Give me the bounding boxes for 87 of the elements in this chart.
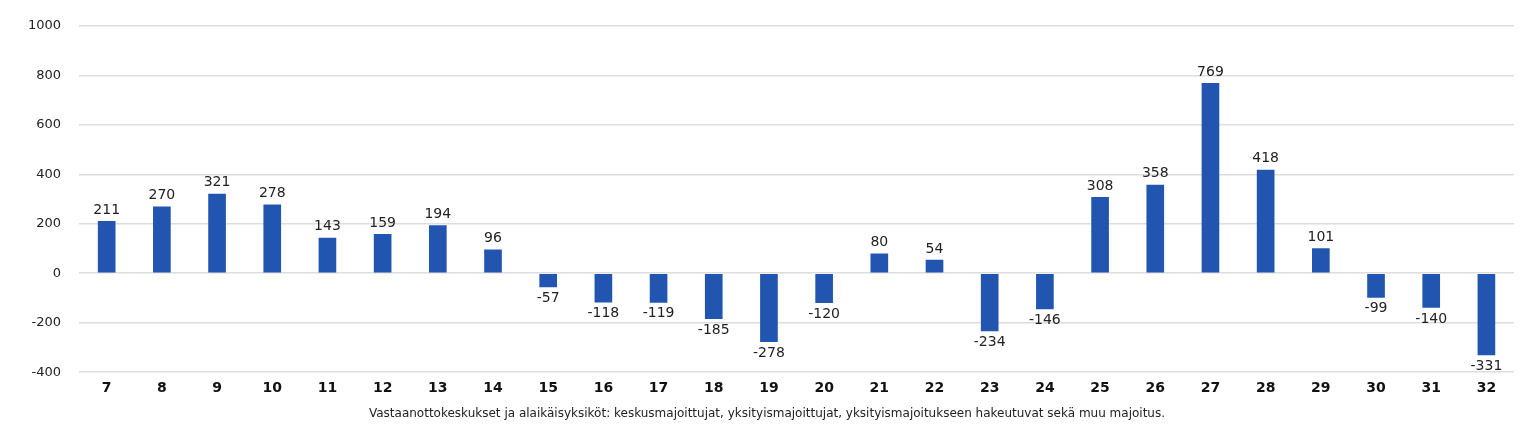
data-label: -57 [536,288,560,305]
x-tick-label: 10 [262,379,283,396]
data-label: 54 [925,239,944,256]
bar [815,273,833,303]
data-label: -140 [1415,309,1448,326]
x-tick-label: 23 [979,379,1000,396]
bar [318,237,337,273]
bar [649,273,668,303]
x-tick-label: 22 [924,379,945,396]
data-label: 769 [1197,62,1224,79]
data-label: 101 [1307,227,1335,244]
x-tick-label: 14 [483,379,503,396]
x-tick-label: 26 [1145,379,1166,396]
x-tick-label: 12 [372,379,393,396]
data-label: -120 [808,304,841,321]
x-tick-label: 29 [1311,379,1331,396]
data-label: 321 [203,173,231,190]
bar [1422,273,1441,308]
x-tick-label: 28 [1255,379,1276,396]
y-tick-label: 800 [36,66,62,82]
data-label: 211 [93,200,121,217]
bar [1036,273,1054,310]
data-label: 80 [870,233,889,250]
data-label: -146 [1029,310,1061,327]
data-label: 96 [484,229,502,246]
bar [484,249,502,273]
bar [153,206,171,273]
data-label: 278 [258,184,286,201]
bar [428,225,447,273]
bar [1367,273,1385,298]
x-tick-label: 19 [759,379,779,396]
y-tick-label: 400 [36,165,62,181]
x-tick-label: 24 [1035,379,1055,396]
bar [760,273,778,343]
x-tick-label: 20 [814,379,835,396]
y-tick-label: 200 [36,215,62,231]
x-tick-label: 32 [1476,379,1497,396]
data-label: 143 [314,217,341,234]
data-label: -278 [753,343,785,360]
data-label: -185 [697,320,730,337]
data-label: -119 [642,304,675,321]
y-tick-label: 0 [52,264,62,280]
data-label: -234 [973,332,1006,349]
y-tick-label: 600 [36,116,62,132]
bar [704,273,723,319]
bar [1312,248,1330,273]
x-tick-label: 9 [212,379,222,396]
data-label: 270 [148,186,176,203]
bar [1477,273,1496,356]
data-label: 418 [1252,149,1280,166]
bar [1256,169,1275,273]
x-tick-label: 30 [1366,379,1387,396]
bar [594,273,613,303]
bar [97,221,116,273]
y-tick-label: -200 [31,314,62,330]
bar [539,273,558,288]
x-tick-label: 15 [538,379,558,396]
bar [1091,197,1109,273]
y-tick-label: -400 [31,363,62,379]
x-tick-label: 16 [593,379,614,396]
bar [263,204,282,273]
x-tick-label: 25 [1090,379,1110,396]
data-label: -331 [1470,356,1503,373]
x-tick-label: 13 [428,379,448,396]
bar [870,253,889,273]
data-label: -99 [1364,299,1388,316]
bar [208,193,226,273]
bar [980,273,999,332]
text: Vastaanottokeskukset ja alaikäisyksiköt: keskusmajoittujat, yksityismajoittujat, yksityismajoitukseen hakeutuvat sekä muu majoitus. [367,406,1167,420]
data-label: 159 [369,213,396,230]
bar [373,233,392,273]
bar [1146,184,1165,273]
bar [1201,82,1220,273]
x-tick-label: 7 [101,379,112,396]
x-tick-label: 18 [704,379,724,396]
data-label: 308 [1086,176,1114,193]
x-tick-label: 21 [869,379,890,396]
data-label: 194 [424,204,452,221]
bar [925,259,944,273]
x-tick-label: 11 [317,379,338,396]
data-label: -118 [587,304,620,321]
x-tick-label: 27 [1200,379,1221,396]
x-tick-label: 8 [156,379,167,396]
data-label: 358 [1141,164,1169,181]
y-tick-label: 1000 [27,17,62,33]
x-tick-label: 17 [648,379,669,396]
x-tick-label: 31 [1421,379,1441,396]
